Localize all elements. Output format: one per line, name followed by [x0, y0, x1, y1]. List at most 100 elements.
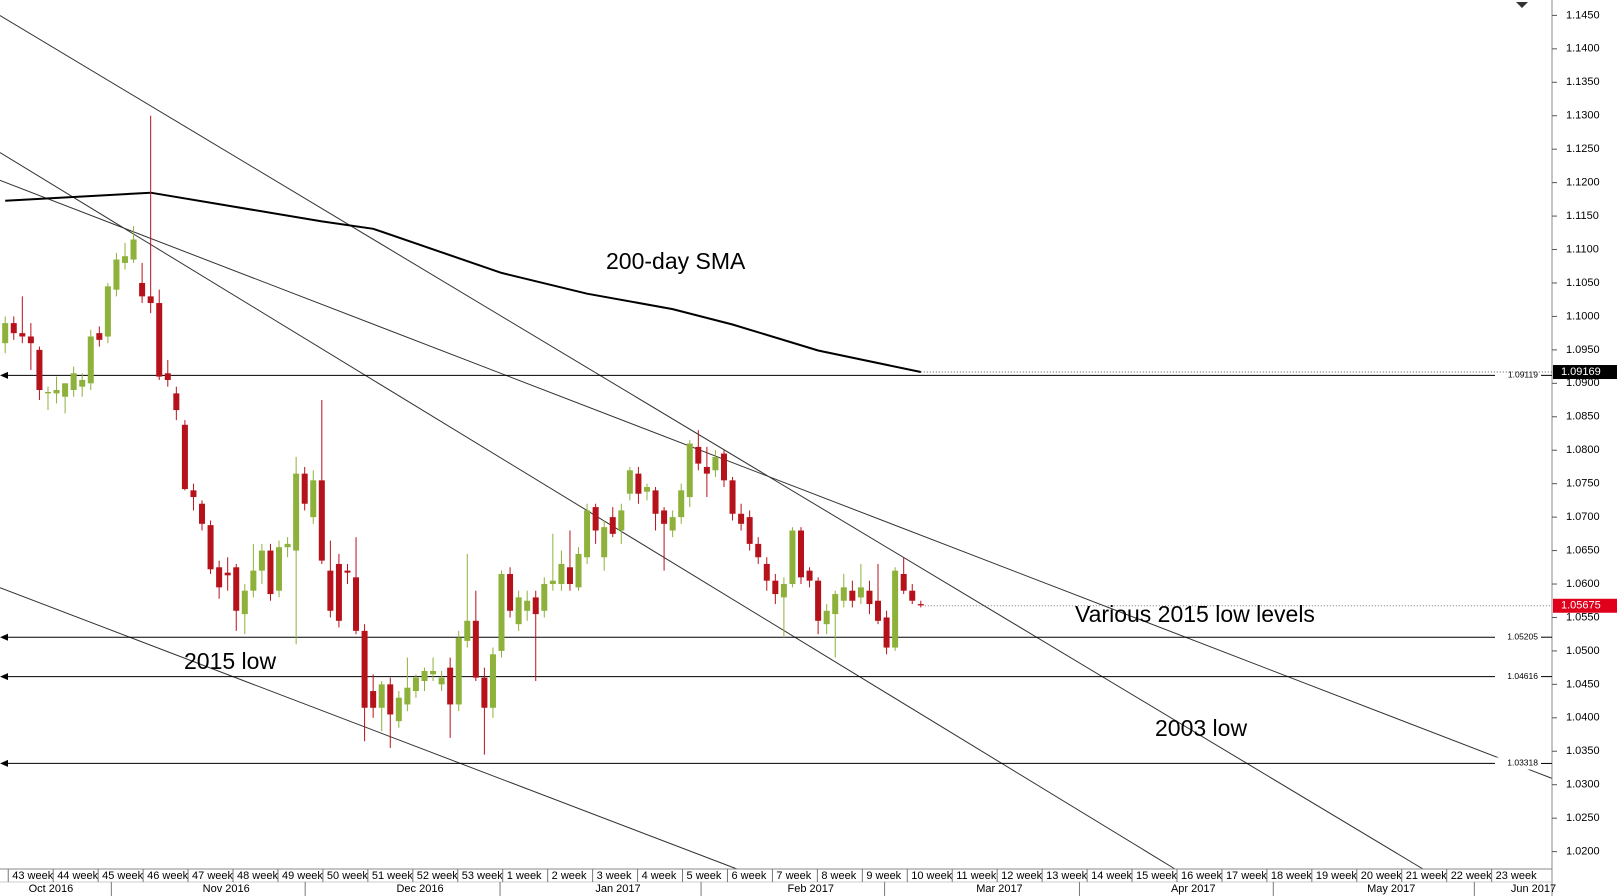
level-label-bg [1495, 631, 1543, 644]
candle-body [36, 349, 43, 391]
x-tick-label: 15 week [1136, 870, 1177, 882]
candle-body [284, 543, 291, 548]
candle-body [917, 604, 924, 606]
candle-body [498, 573, 505, 651]
candle-body [712, 456, 719, 471]
candle-body [455, 637, 462, 705]
x-tick-label: 50 week [327, 870, 368, 882]
candle-body [335, 563, 342, 621]
level-label: 1.09119 [1508, 370, 1538, 380]
candle-body [823, 610, 830, 625]
price-tag-label: 1.09169 [1561, 366, 1601, 378]
candle-body [592, 507, 599, 531]
x-tick-label: 7 week [776, 870, 811, 882]
candle-body [2, 323, 9, 344]
annotation: 2015 low [184, 648, 276, 674]
candle-body [566, 567, 573, 585]
level-arrow [0, 371, 8, 379]
candle-body [19, 333, 26, 337]
trend-line [0, 587, 738, 870]
candle-body [549, 580, 556, 585]
x-tick-label: 43 week [12, 870, 53, 882]
candle-body [763, 563, 770, 581]
candle-body [267, 550, 274, 595]
x-tick-label: 47 week [192, 870, 233, 882]
y-tick-label: 1.0600 [1566, 578, 1600, 590]
candle-body [472, 620, 479, 678]
candle-body [746, 517, 753, 544]
candle-body [541, 584, 548, 611]
candle-body [96, 333, 103, 340]
x-tick-label: 19 week [1316, 870, 1357, 882]
x-tick-label: 4 week [642, 870, 677, 882]
candle-body [772, 580, 779, 595]
annotation: Various 2015 low levels [1075, 601, 1315, 627]
x-tick-label: 53 week [462, 870, 503, 882]
x-tick-label: 18 week [1271, 870, 1312, 882]
candle-body [840, 587, 847, 601]
y-tick-label: 1.1400 [1566, 43, 1600, 55]
x-tick-label: 16 week [1181, 870, 1222, 882]
x-tick-label: 49 week [282, 870, 323, 882]
candle-body [618, 510, 625, 531]
candle-body [489, 654, 496, 708]
x-tick-label: 6 week [731, 870, 766, 882]
candle-body [883, 617, 890, 648]
y-tick-label: 1.1300 [1566, 110, 1600, 122]
candle-body [686, 443, 693, 498]
candle-body [806, 570, 813, 581]
y-tick-label: 1.0750 [1566, 478, 1600, 490]
x-tick-label: 5 week [687, 870, 722, 882]
x-tick-label: 48 week [237, 870, 278, 882]
level-label: 1.04616 [1507, 671, 1538, 681]
candle-body [729, 480, 736, 514]
menu-arrow[interactable] [1516, 2, 1528, 8]
candle-body [421, 670, 428, 682]
y-tick-label: 1.0900 [1566, 377, 1600, 389]
candle-body [447, 667, 454, 705]
candle-body [224, 572, 231, 576]
level-label: 1.05205 [1507, 631, 1538, 641]
candle-body [310, 480, 317, 518]
candle-body [327, 570, 334, 611]
candle-body [378, 684, 385, 708]
candle-body [404, 687, 411, 705]
x-tick-label: 9 week [866, 870, 901, 882]
y-tick-label: 1.0500 [1566, 645, 1600, 657]
x-tick-label: 22 week [1451, 870, 1492, 882]
candle-body [318, 480, 325, 561]
trend-lines [0, 15, 1553, 870]
candle-body [532, 597, 539, 615]
x-tick-label: 14 week [1091, 870, 1132, 882]
candle-body [173, 393, 180, 411]
candle-body [216, 567, 223, 588]
x-tick-label: 45 week [102, 870, 143, 882]
y-tick-label: 1.0550 [1566, 611, 1600, 623]
y-tick-label: 1.1200 [1566, 177, 1600, 189]
candle-body [190, 490, 197, 498]
level-label: 1.03318 [1507, 758, 1538, 768]
month-label: Jan 2017 [595, 883, 640, 895]
candle-body [626, 470, 633, 494]
month-label: Nov 2016 [203, 883, 250, 895]
x-tick-label: 11 week [956, 870, 997, 882]
candle-body [643, 487, 650, 492]
candle-body [635, 473, 642, 494]
price-tag [1553, 598, 1617, 613]
candle-body [181, 424, 188, 490]
candle-body [395, 697, 402, 722]
candle-body [507, 573, 514, 611]
candle-body [412, 677, 419, 692]
candle-body [353, 577, 360, 631]
annotation: 2003 low [1155, 715, 1247, 741]
candle-body [44, 392, 51, 394]
candle-body [27, 336, 34, 344]
x-tick-label: 13 week [1046, 870, 1087, 882]
candle-body [703, 466, 710, 474]
x-tick-label: 1 week [507, 870, 542, 882]
month-label: Oct 2016 [29, 883, 74, 895]
x-tick-label: 44 week [57, 870, 98, 882]
candle-body [798, 530, 805, 578]
